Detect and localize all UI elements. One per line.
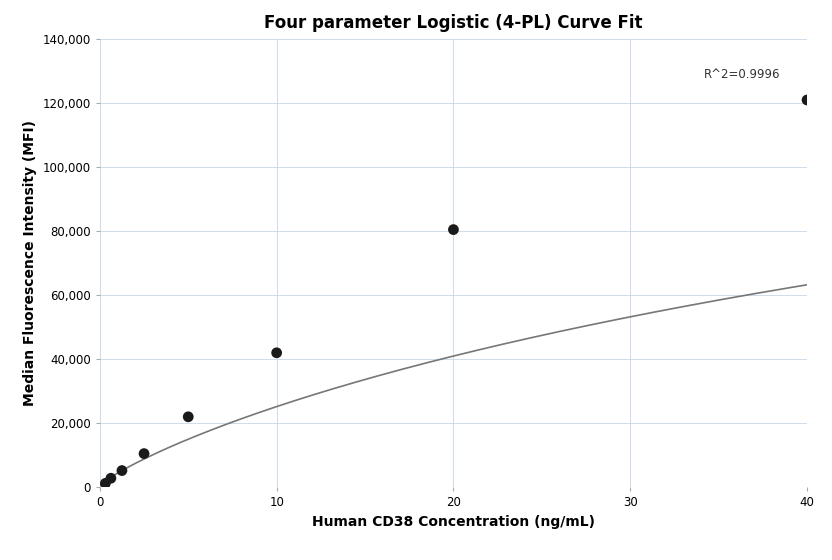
Point xyxy=(116,466,129,475)
Point xyxy=(270,348,283,357)
Point xyxy=(99,479,112,488)
Point xyxy=(181,412,195,421)
Point xyxy=(447,225,460,234)
Title: Four parameter Logistic (4-PL) Curve Fit: Four parameter Logistic (4-PL) Curve Fit xyxy=(265,14,642,32)
Point xyxy=(137,449,151,458)
Point xyxy=(104,474,117,483)
Text: R^2=0.9996: R^2=0.9996 xyxy=(704,68,780,81)
Point xyxy=(800,96,814,105)
X-axis label: Human CD38 Concentration (ng/mL): Human CD38 Concentration (ng/mL) xyxy=(312,515,595,529)
Y-axis label: Median Fluorescence Intensity (MFI): Median Fluorescence Intensity (MFI) xyxy=(23,120,37,406)
